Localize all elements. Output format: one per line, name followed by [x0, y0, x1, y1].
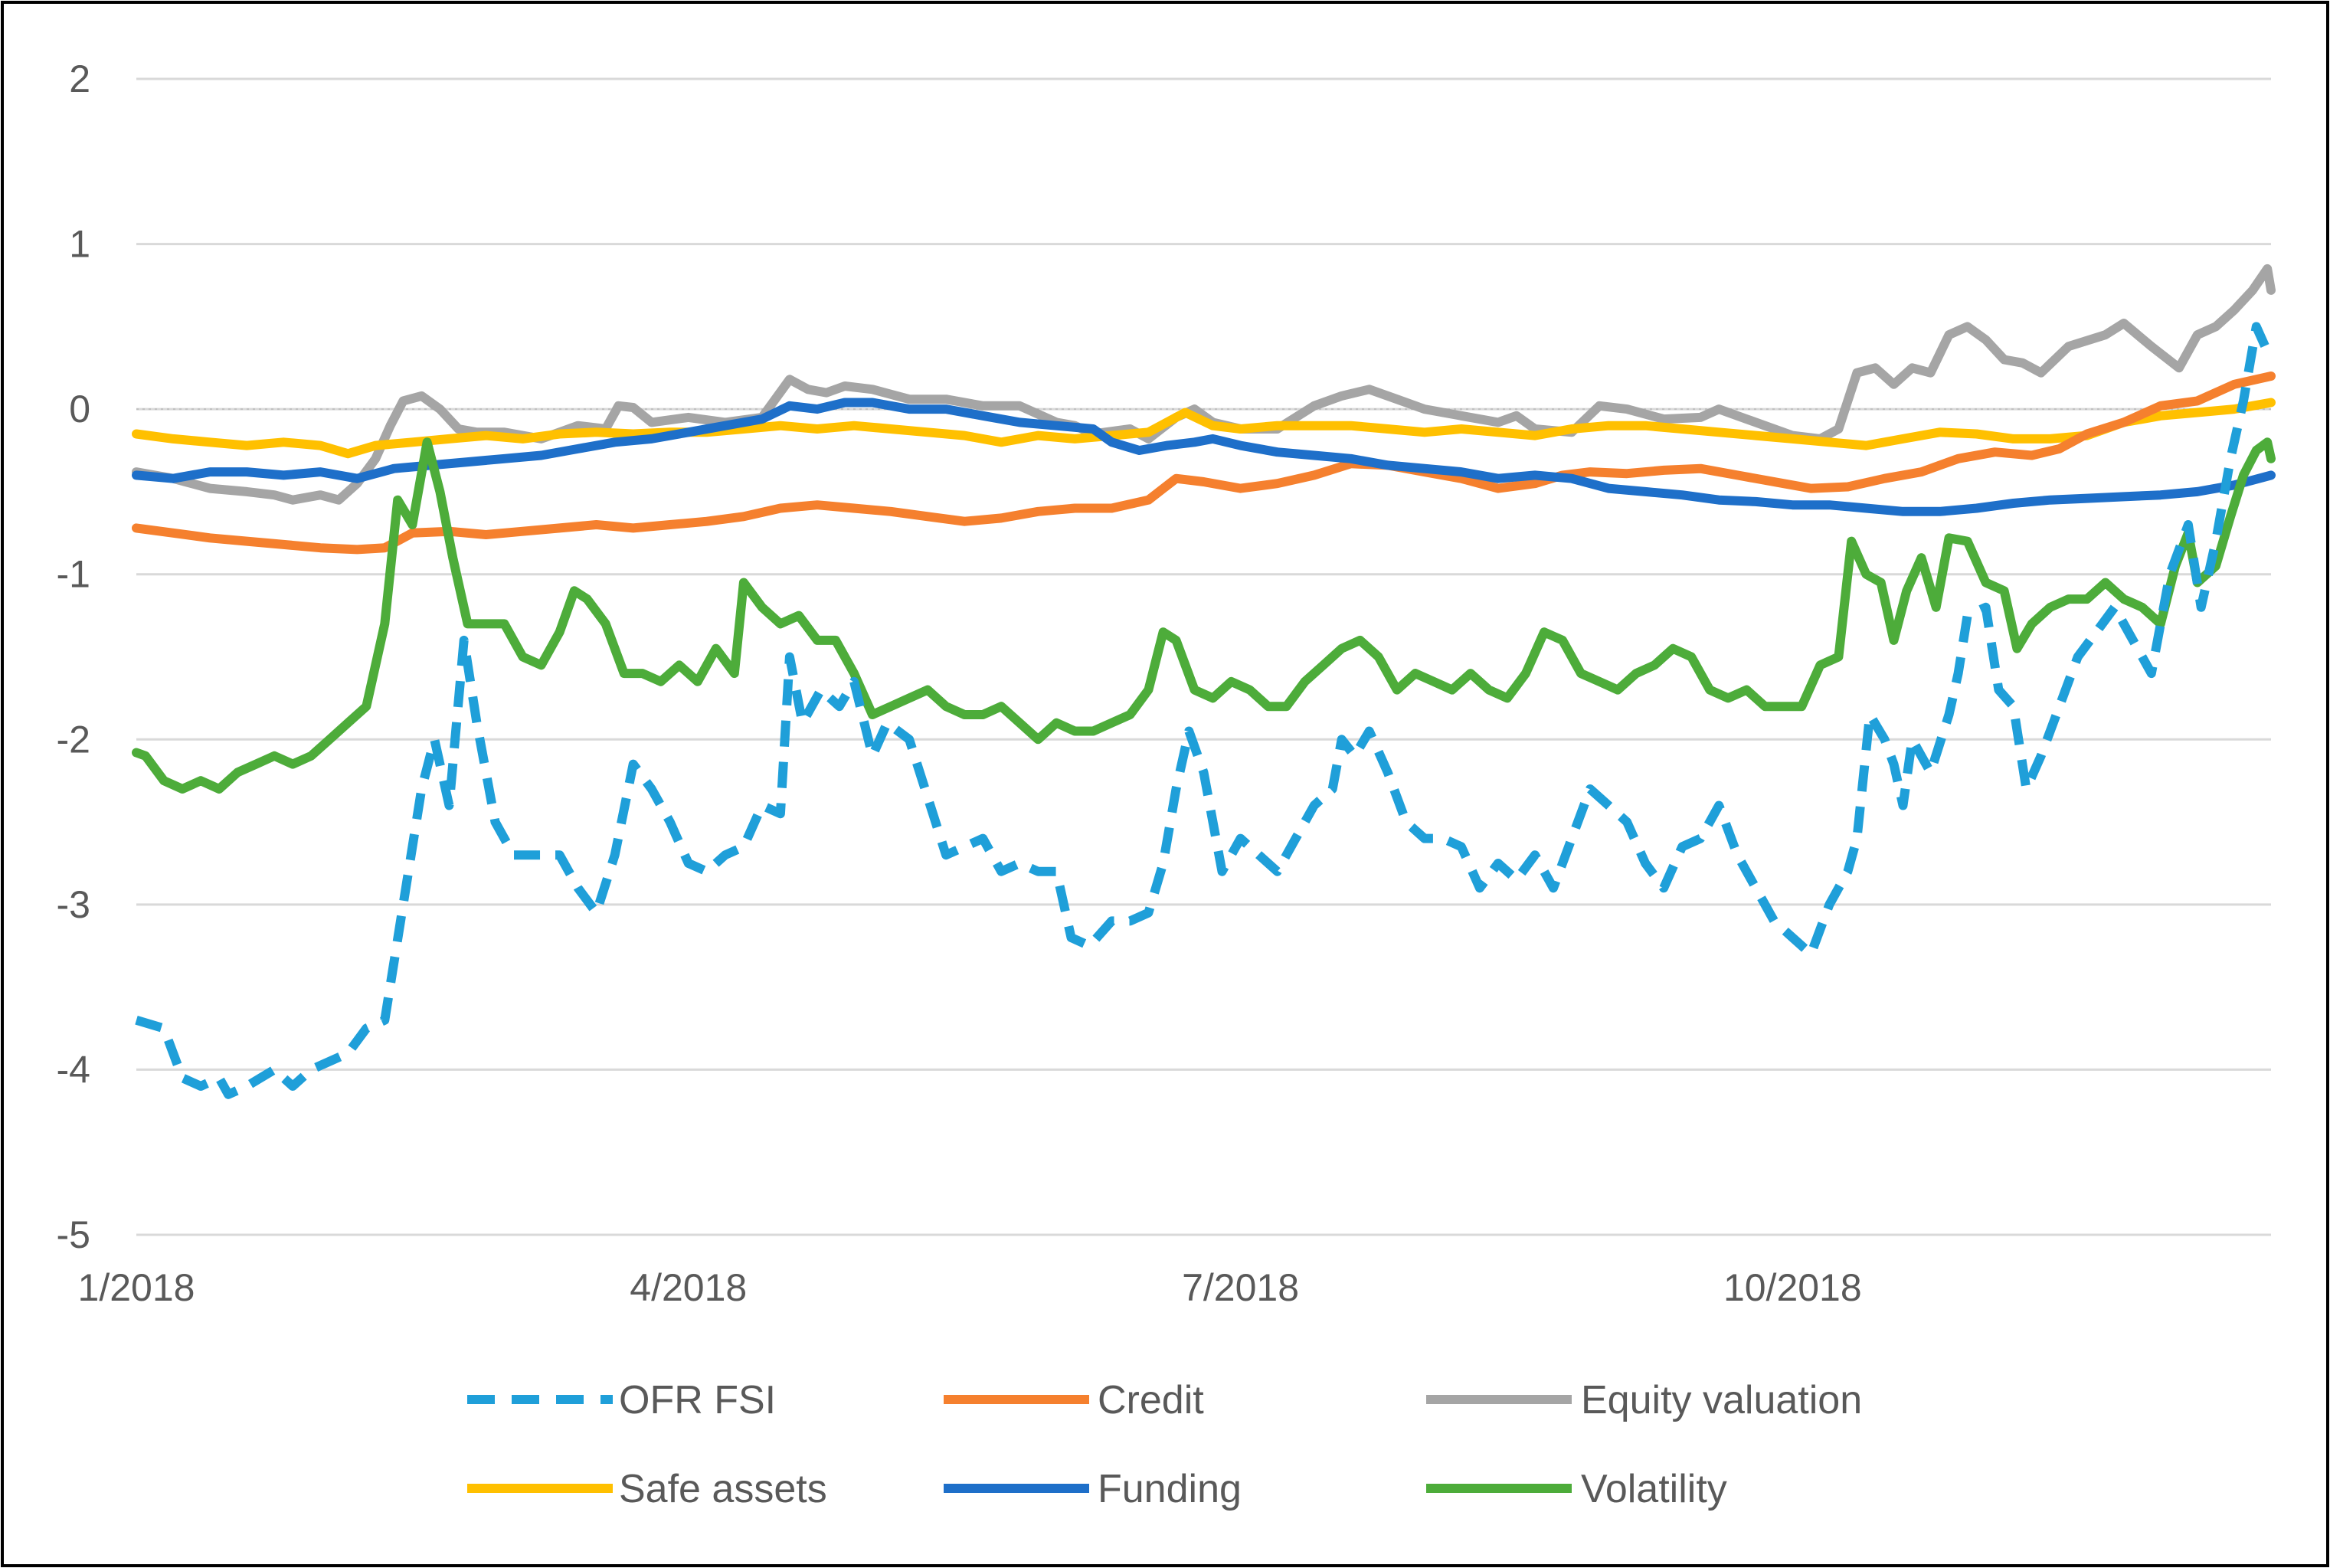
x-tick-label: 10/2018	[1723, 1266, 1862, 1309]
legend-label-safe-assets: Safe assets	[619, 1467, 827, 1511]
y-axis-ticks: 2 1 0 -1 -2 -3 -4 -5	[57, 57, 90, 1256]
series-line-funding	[132, 398, 2276, 516]
legend-label-ofr-fsi: OFR FSI	[619, 1378, 776, 1422]
y-tick-label: 2	[69, 57, 90, 100]
legend-label-equity-valuation: Equity valuation	[1581, 1378, 1862, 1422]
y-tick-label: 1	[69, 223, 90, 266]
y-tick-label: -1	[57, 553, 90, 596]
y-tick-label: -2	[57, 718, 90, 761]
series-line-volatility	[132, 437, 2276, 794]
x-axis-ticks: 1/2018 4/2018 7/2018 10/2018	[78, 1266, 1862, 1309]
legend-entry-funding: Funding	[944, 1467, 1242, 1511]
y-tick-label: -5	[57, 1213, 90, 1256]
legend-entry-safe-assets: Safe assets	[467, 1467, 827, 1511]
x-tick-label: 7/2018	[1182, 1266, 1299, 1309]
legend: OFR FSI Credit Equity valuation Safe ass…	[467, 1378, 1862, 1511]
legend-entry-credit: Credit	[944, 1378, 1204, 1422]
y-tick-label: -4	[57, 1048, 90, 1091]
legend-label-credit: Credit	[1098, 1378, 1204, 1422]
legend-entry-volatility: Volatility	[1426, 1467, 1727, 1511]
legend-label-volatility: Volatility	[1581, 1467, 1727, 1511]
series-line-safe-assets	[132, 398, 2276, 459]
legend-entry-equity-valuation: Equity valuation	[1426, 1378, 1862, 1422]
legend-label-funding: Funding	[1098, 1467, 1242, 1511]
series-lines	[132, 264, 2276, 1099]
series-line-ofr-fsi	[135, 322, 2276, 1099]
x-tick-label: 1/2018	[78, 1266, 195, 1309]
x-tick-label: 4/2018	[630, 1266, 747, 1309]
series-line-credit	[132, 372, 2276, 555]
legend-entry-ofr-fsi: OFR FSI	[467, 1378, 776, 1422]
y-tick-label: -3	[57, 883, 90, 926]
y-tick-label: 0	[69, 388, 90, 430]
